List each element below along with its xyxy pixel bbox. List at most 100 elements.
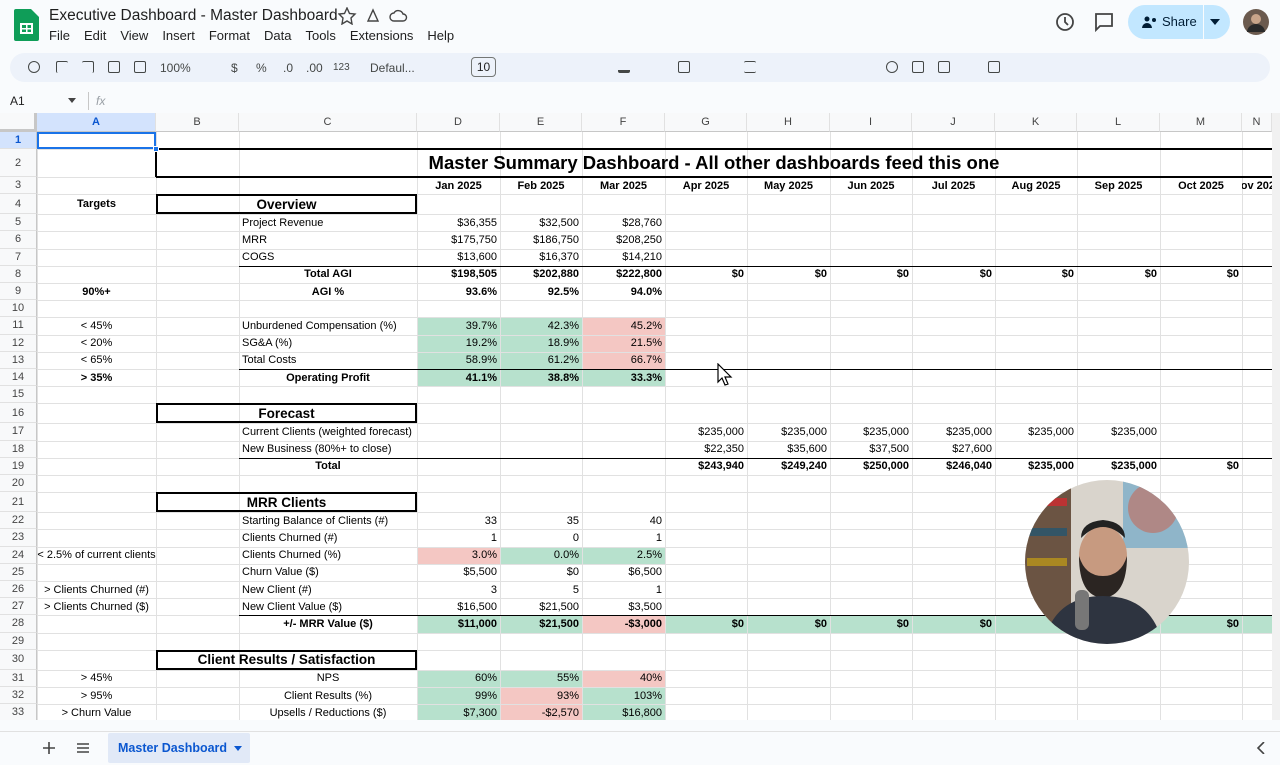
cell[interactable]: 55% [556, 672, 579, 685]
cell[interactable]: $0 [979, 268, 992, 281]
cell[interactable]: $235,000 [1028, 425, 1074, 438]
cell[interactable]: 45.2% [630, 319, 662, 332]
cell[interactable]: SG&A (%) [242, 337, 293, 350]
comment-icon[interactable] [912, 61, 924, 73]
increase-decimals[interactable]: .00 [306, 61, 323, 75]
undo-icon[interactable] [56, 61, 68, 73]
cell[interactable]: > 45% [80, 672, 113, 685]
cell[interactable]: New Business (80%+ to close) [242, 443, 392, 456]
row-header[interactable]: 23 [0, 529, 37, 547]
cell[interactable]: $16,800 [622, 706, 662, 719]
cell[interactable]: 94.0% [630, 285, 662, 298]
cell[interactable]: 0 [572, 531, 579, 544]
column-header[interactable]: B [156, 113, 239, 132]
cell[interactable]: 1 [655, 531, 662, 544]
decrease-decimals[interactable]: .0 [283, 61, 294, 75]
print-icon[interactable] [108, 61, 120, 73]
cell[interactable]: Targets [77, 198, 116, 211]
cell[interactable]: 39.7% [465, 319, 497, 332]
number-format[interactable]: 123 [333, 62, 350, 73]
cell[interactable]: Nov 2025 [1242, 179, 1272, 192]
cell[interactable]: > 35% [80, 371, 113, 384]
cell[interactable]: $3,500 [628, 600, 662, 613]
row-header[interactable]: 15 [0, 386, 37, 404]
row-header[interactable]: 29 [0, 632, 37, 650]
row-header[interactable]: 5 [0, 214, 37, 232]
cell[interactable]: 18.9% [547, 337, 579, 350]
cell[interactable]: $35,600 [787, 443, 827, 456]
cell[interactable]: 92.5% [547, 285, 579, 298]
cell[interactable]: Aug 2025 [1011, 179, 1061, 192]
row-header[interactable]: 17 [0, 423, 37, 441]
cell[interactable]: 38.8% [547, 371, 579, 384]
cell[interactable]: AGI % [311, 285, 345, 298]
cell[interactable]: 99% [474, 689, 497, 702]
cell[interactable]: $0 [731, 617, 744, 630]
cell[interactable]: $16,500 [457, 600, 497, 613]
cell[interactable]: 35 [566, 514, 579, 527]
cell[interactable]: $6,500 [628, 566, 662, 579]
cell[interactable]: Project Revenue [242, 216, 324, 229]
cell[interactable]: $235,000 [1111, 425, 1157, 438]
cell[interactable]: $246,040 [946, 460, 992, 473]
row-header[interactable]: 28 [0, 615, 37, 633]
menu-item[interactable]: Edit [83, 28, 107, 43]
cell[interactable]: Operating Profit [286, 371, 370, 384]
sheet-tab[interactable]: Master Dashboard [108, 733, 250, 763]
row-header[interactable]: 3 [0, 177, 37, 195]
cell[interactable]: $202,880 [533, 268, 579, 281]
cell[interactable]: $0 [1226, 268, 1239, 281]
cell[interactable]: Overview [256, 196, 317, 212]
row-header[interactable]: 22 [0, 512, 37, 530]
scrollbar[interactable] [1272, 113, 1280, 720]
sheets-logo[interactable] [14, 9, 40, 41]
cell[interactable]: > Clients Churned (#) [44, 583, 149, 596]
cell[interactable]: $0 [979, 617, 992, 630]
menu-item[interactable]: Help [427, 28, 455, 43]
cell[interactable]: 66.7% [630, 354, 662, 367]
cell[interactable]: NPS [316, 672, 340, 685]
cell[interactable]: > Churn Value [61, 706, 132, 719]
cell[interactable]: < 65% [80, 354, 113, 367]
menu-item[interactable]: Extensions [349, 28, 414, 43]
column-header[interactable]: A [37, 113, 156, 132]
cell[interactable]: 58.9% [465, 354, 497, 367]
column-header[interactable]: H [747, 113, 830, 132]
cell[interactable]: $0 [731, 268, 744, 281]
cell[interactable]: $32,500 [539, 216, 579, 229]
chart-icon[interactable] [938, 61, 950, 73]
cell[interactable]: $36,355 [457, 216, 497, 229]
cell[interactable]: Client Results / Satisfaction [197, 652, 376, 668]
cell[interactable]: $21,500 [539, 600, 579, 613]
row-header[interactable]: 31 [0, 669, 37, 687]
scroll-tabs[interactable] [1256, 742, 1266, 754]
cell[interactable]: Mar 2025 [599, 179, 648, 192]
cell[interactable]: < 45% [80, 319, 113, 332]
cell[interactable]: Apr 2025 [682, 179, 730, 192]
row-header[interactable]: 19 [0, 457, 37, 475]
row-header[interactable]: 7 [0, 248, 37, 266]
cell[interactable]: $11,000 [457, 617, 497, 630]
column-header[interactable]: C [239, 113, 417, 132]
title-icons[interactable] [338, 7, 408, 25]
column-header[interactable]: F [582, 113, 665, 132]
cell[interactable]: Current Clients (weighted forecast) [242, 425, 412, 438]
cell[interactable]: $235,000 [1028, 460, 1074, 473]
cell[interactable]: 41.1% [465, 371, 497, 384]
cell[interactable]: New Client (#) [242, 583, 312, 596]
text-color-icon[interactable] [618, 61, 630, 73]
search-icon[interactable] [28, 61, 40, 73]
row-header[interactable]: 9 [0, 283, 37, 301]
sheet-bar-icons[interactable] [43, 742, 93, 754]
cell[interactable]: 21.5% [630, 337, 662, 350]
menu-item[interactable]: Insert [162, 28, 195, 43]
cell[interactable]: MRR [242, 233, 268, 246]
cell[interactable]: $0 [1226, 617, 1239, 630]
cell[interactable]: Total Costs [242, 354, 297, 367]
bold-icon[interactable] [533, 61, 545, 73]
cell[interactable]: $235,000 [1111, 460, 1157, 473]
cell[interactable]: $235,000 [863, 425, 909, 438]
row-header[interactable]: 30 [0, 649, 37, 670]
cell[interactable]: > 95% [80, 689, 113, 702]
cell[interactable]: $0 [814, 617, 827, 630]
